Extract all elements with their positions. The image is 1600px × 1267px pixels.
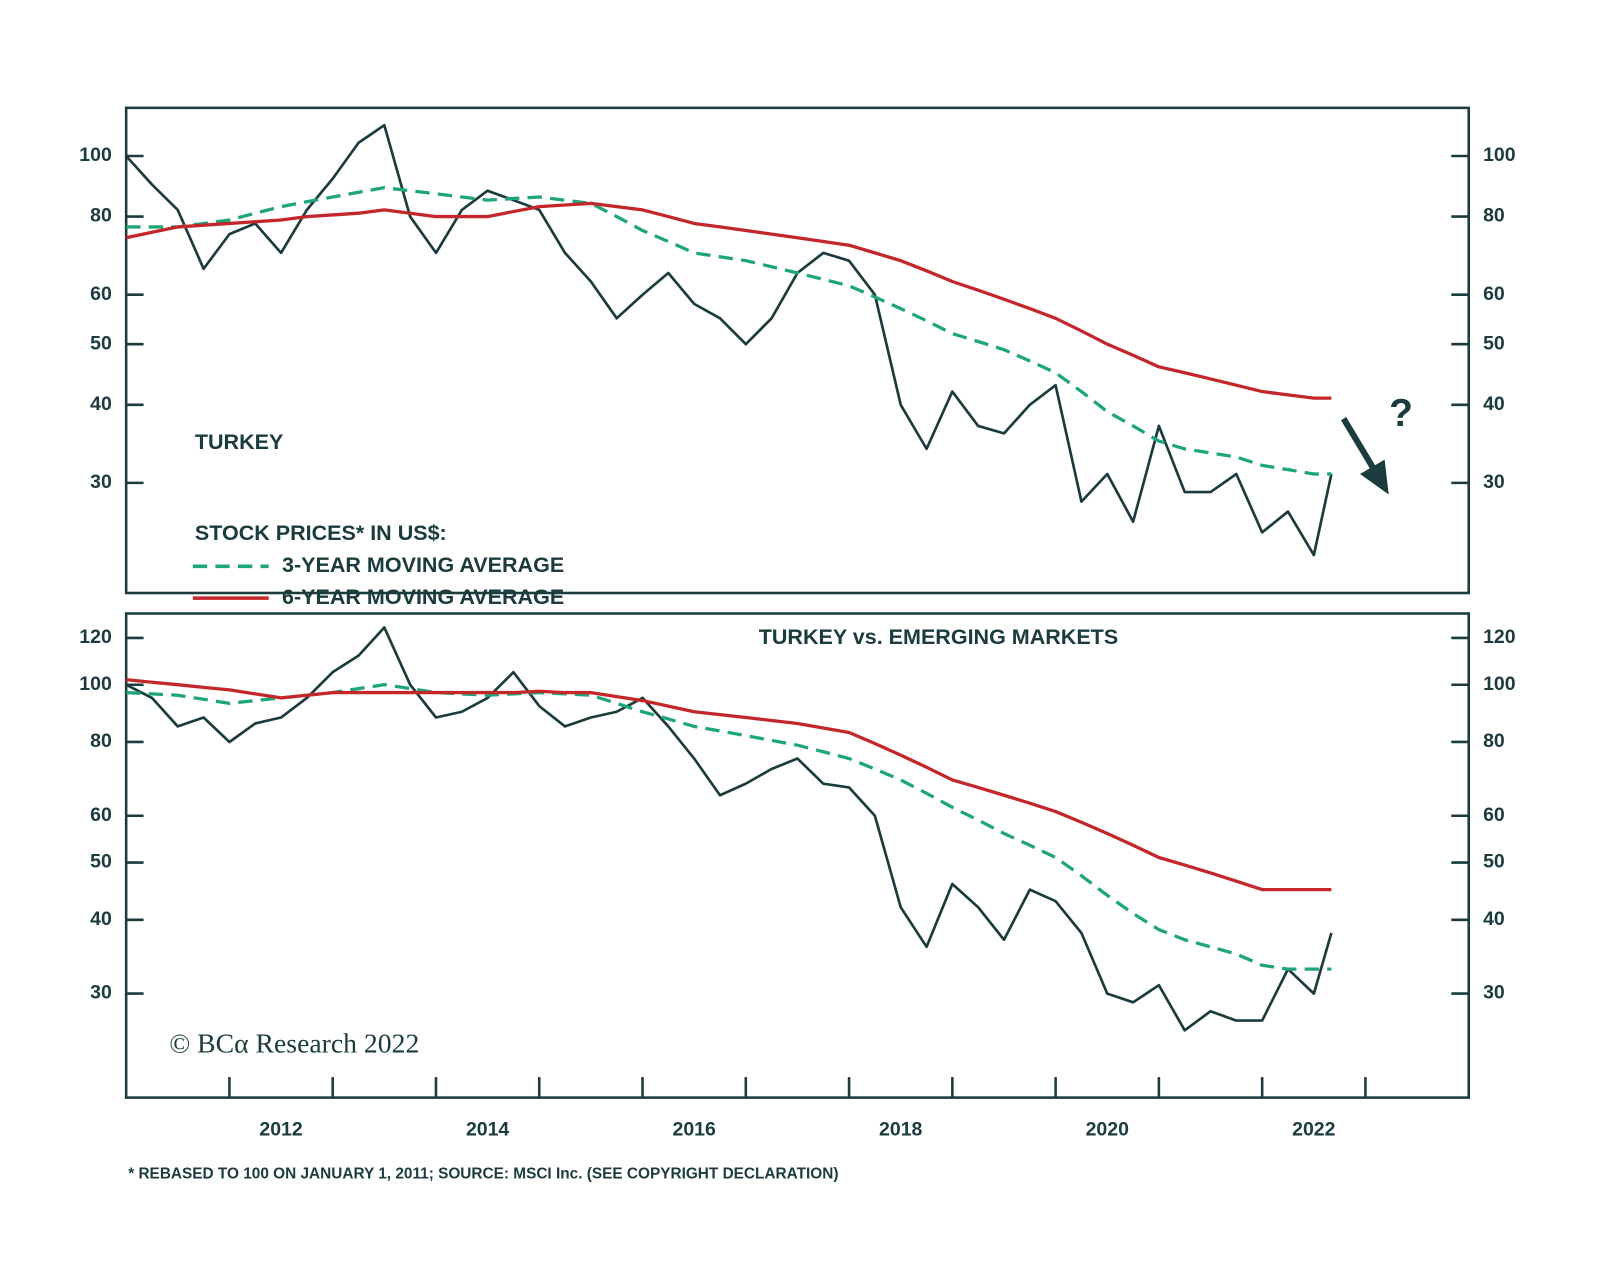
y-tick-label: 30 [90,471,112,493]
y-tick-label: 100 [79,144,112,166]
legend-label: 6-YEAR MOVING AVERAGE [282,585,564,609]
y-tick-label: 40 [1483,908,1505,930]
y-tick-label: 60 [1483,804,1505,826]
y-tick-label: 40 [90,908,112,930]
y-tick-label: 120 [79,626,112,648]
x-tick-label: 2022 [1292,1119,1335,1141]
price-line [125,626,1333,1032]
y-tick-label: 60 [90,804,112,826]
arrow [1340,417,1377,472]
y-tick-label: 30 [1483,471,1505,493]
price-line [125,123,1333,557]
y-tick-label: 80 [1483,730,1505,752]
average-line [125,201,1332,400]
y-tick-label: 120 [1483,626,1516,648]
y-tick-label: 80 [90,730,112,752]
y-tick-label: 50 [1483,332,1505,354]
y-tick-label: 40 [1483,393,1505,415]
panel-title: TURKEY vs. EMERGING MARKETS [759,625,1118,649]
footnote: * REBASED TO 100 ON JANUARY 1, 2011; SOU… [128,1166,838,1183]
source: © BCα Research 2022 [169,1028,419,1059]
y-tick-label: 40 [90,393,112,415]
y-tick-label: 100 [1483,144,1516,166]
y-tick-label: 100 [1483,673,1516,695]
x-tick-label: 2016 [673,1119,716,1141]
x-tick-label: 2012 [259,1119,302,1141]
y-tick-label: 50 [90,851,112,873]
y-tick-label: 80 [1483,205,1505,227]
average-line [125,678,1332,892]
y-tick-label: 60 [1483,283,1505,305]
x-tick-label: 2020 [1086,1119,1129,1141]
x-tick-label: 2014 [466,1119,509,1141]
panel-title: TURKEY [195,430,283,454]
legend-title: STOCK PRICES* IN US$: [195,521,447,545]
annotation: ? [1389,392,1413,435]
y-tick-label: 30 [90,982,112,1004]
y-tick-label: 50 [90,332,112,354]
y-tick-label: 60 [90,283,112,305]
y-tick-label: 30 [1483,982,1505,1004]
plot-frame [124,612,1470,1099]
y-tick-label: 80 [90,205,112,227]
x-tick-label: 2018 [879,1119,922,1141]
plot-frame [124,106,1470,595]
y-tick-label: 100 [79,673,112,695]
legend-label: 3-YEAR MOVING AVERAGE [282,553,564,577]
arrow-head [1360,459,1389,495]
average-line [126,186,1332,476]
y-tick-label: 50 [1483,851,1505,873]
